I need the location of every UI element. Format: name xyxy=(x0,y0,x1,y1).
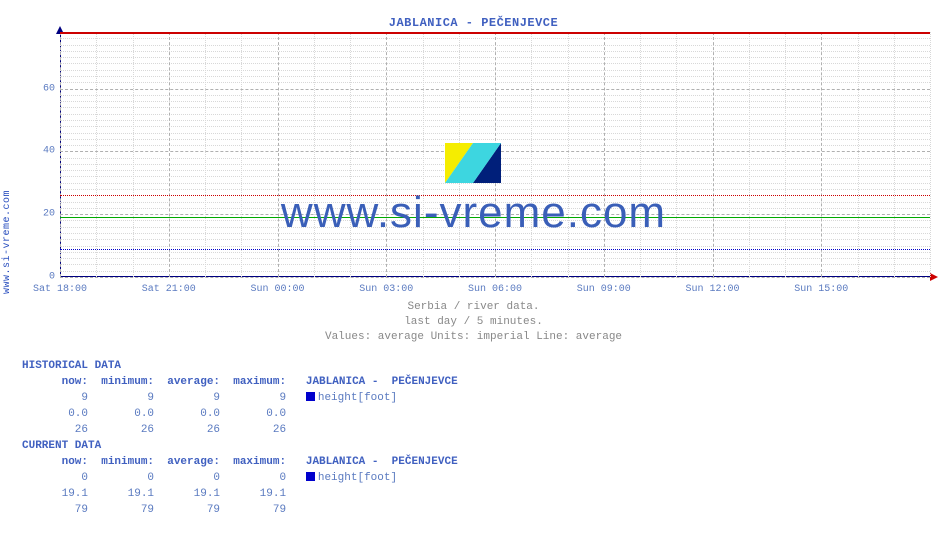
table-row: 9 9 9 9 height[foot] xyxy=(22,390,458,406)
chart-title: JABLANICA - PEČENJEVCE xyxy=(0,16,947,30)
grid-major-v xyxy=(60,32,61,277)
subtitle-line-3: Values: average Units: imperial Line: av… xyxy=(0,330,947,345)
x-tick-label: Sun 12:00 xyxy=(685,284,739,295)
watermark-url: www.si-vreme.com xyxy=(0,188,947,238)
x-tick-label: Sun 03:00 xyxy=(359,284,413,295)
x-tick-label: Sat 18:00 xyxy=(33,284,87,295)
grid-minor-v xyxy=(568,32,569,277)
y-tick-label: 60 xyxy=(43,83,55,94)
grid-minor-v xyxy=(640,32,641,277)
table-row: 26 26 26 26 xyxy=(22,422,458,438)
table-row: 0 0 0 0 height[foot] xyxy=(22,470,458,486)
site-logo xyxy=(445,143,501,183)
grid-major-v xyxy=(386,32,387,277)
chart-line-solid-red-top xyxy=(60,32,930,34)
grid-minor-v xyxy=(930,32,931,277)
chart-subtitle: Serbia / river data. last day / 5 minute… xyxy=(0,300,947,345)
subtitle-line-2: last day / 5 minutes. xyxy=(0,315,947,330)
grid-major-v xyxy=(821,32,822,277)
grid-minor-v xyxy=(749,32,750,277)
y-tick-label: 0 xyxy=(49,272,55,283)
grid-minor-v xyxy=(133,32,134,277)
chart-line-dotted-blue-9 xyxy=(60,249,930,250)
grid-minor-v xyxy=(858,32,859,277)
table-row: 0.0 0.0 0.0 0.0 xyxy=(22,406,458,422)
grid-minor-v xyxy=(676,32,677,277)
grid-minor-v xyxy=(894,32,895,277)
current-header: CURRENT DATA xyxy=(22,438,458,454)
grid-minor-v xyxy=(241,32,242,277)
x-tick-label: Sun 09:00 xyxy=(577,284,631,295)
historical-header: HISTORICAL DATA xyxy=(22,358,458,374)
x-tick-label: Sat 21:00 xyxy=(142,284,196,295)
grid-major-v xyxy=(278,32,279,277)
table-row: 19.1 19.1 19.1 19.1 xyxy=(22,486,458,502)
grid-minor-v xyxy=(350,32,351,277)
grid-major-v xyxy=(713,32,714,277)
x-tick-label: Sun 06:00 xyxy=(468,284,522,295)
x-tick-label: Sun 00:00 xyxy=(250,284,304,295)
grid-major-h xyxy=(60,277,930,278)
x-axis-arrow xyxy=(930,273,938,281)
legend-square-icon xyxy=(306,472,315,481)
grid-minor-v xyxy=(531,32,532,277)
subtitle-line-1: Serbia / river data. xyxy=(0,300,947,315)
grid-minor-v xyxy=(96,32,97,277)
table-row: now: minimum: average: maximum: JABLANIC… xyxy=(22,454,458,470)
grid-major-v xyxy=(169,32,170,277)
x-tick-label: Sun 15:00 xyxy=(794,284,848,295)
legend-square-icon xyxy=(306,392,315,401)
y-tick-label: 40 xyxy=(43,146,55,157)
grid-major-v xyxy=(604,32,605,277)
table-row: 79 79 79 79 xyxy=(22,502,458,518)
grid-minor-v xyxy=(314,32,315,277)
data-tables: HISTORICAL DATA now: minimum: average: m… xyxy=(22,358,458,518)
grid-minor-v xyxy=(423,32,424,277)
grid-minor-v xyxy=(785,32,786,277)
table-row: now: minimum: average: maximum: JABLANIC… xyxy=(22,374,458,390)
grid-minor-v xyxy=(205,32,206,277)
